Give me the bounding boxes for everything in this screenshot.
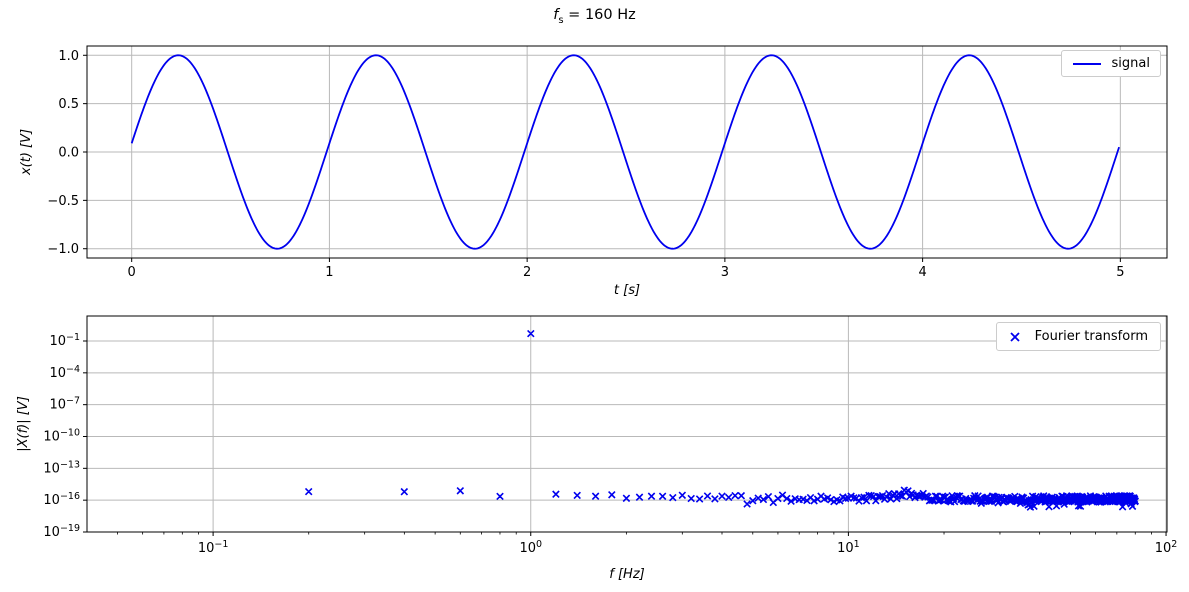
fourier-x-tick-label: 101 — [837, 539, 860, 556]
fourier-y-tick-label: 10−10 — [43, 427, 80, 444]
signal-legend: signal — [1060, 50, 1161, 77]
signal-y-tick-label: 1.0 — [58, 49, 79, 64]
fourier-y-tick-label: 10−7 — [49, 396, 80, 413]
signal-x-tick-label: 4 — [918, 265, 926, 280]
fourier-y-tick-label: 10−16 — [43, 491, 80, 508]
signal-y-tick-label: −1.0 — [47, 242, 79, 257]
fourier-x-marker-swatch-icon — [1009, 331, 1020, 342]
signal-line-swatch-icon — [1072, 62, 1101, 65]
signal-y-tick-label: 0.0 — [58, 146, 79, 161]
fourier-x-tick-label: 102 — [1155, 539, 1178, 556]
title-subscript: s — [558, 14, 564, 26]
fourier-y-tick-label: 10−4 — [49, 364, 80, 381]
signal-chart: 0 1 2 3 4 5 −1.0 −0.5 0.0 0.5 1.0 t [s] x(t) [V] — [19, 45, 1168, 298]
fourier-y-tick-label: 10−1 — [49, 332, 80, 349]
fourier-legend-label: Fourier transform — [1034, 329, 1148, 344]
signal-line-series — [130, 54, 1120, 250]
fourier-y-tick-label: 10−13 — [43, 459, 80, 476]
signal-legend-label: signal — [1111, 56, 1150, 71]
signal-x-tick-label: 5 — [1116, 265, 1124, 280]
signal-x-tick-label: 3 — [721, 265, 729, 280]
signal-yaxis-label: x(t) [V] — [19, 129, 34, 176]
fourier-yaxis-label: |X(f)| [V] — [16, 396, 31, 452]
signal-y-tick-label: 0.5 — [58, 97, 79, 112]
signal-y-tick-label: −0.5 — [47, 194, 79, 209]
fourier-x-tick-label: 10−1 — [198, 539, 229, 556]
figure-title: fs = 160 Hz — [0, 7, 1189, 26]
fourier-legend: Fourier transform — [995, 322, 1161, 351]
signal-axes: 0 1 2 3 4 5 −1.0 −0.5 0.0 0.5 1.0 — [47, 45, 1168, 280]
title-variable: f — [553, 7, 559, 23]
fourier-chart: 10−1 100 101 102 10−1 10−4 10−7 10−10 10−13 10−16… — [16, 315, 1178, 582]
fourier-xaxis-label: f [Hz] — [609, 567, 644, 582]
signal-x-tick-label: 1 — [325, 265, 333, 280]
fourier-y-tick-label: 10−19 — [43, 523, 80, 540]
fourier-x-marker-series — [304, 329, 1140, 511]
fourier-x-tick-label: 100 — [519, 539, 542, 556]
signal-grid — [87, 46, 1167, 258]
title-rest: = 160 Hz — [563, 7, 636, 23]
signal-xaxis-label: t [s] — [614, 283, 640, 298]
signal-x-tick-label: 2 — [523, 265, 531, 280]
signal-x-tick-label: 0 — [128, 265, 136, 280]
